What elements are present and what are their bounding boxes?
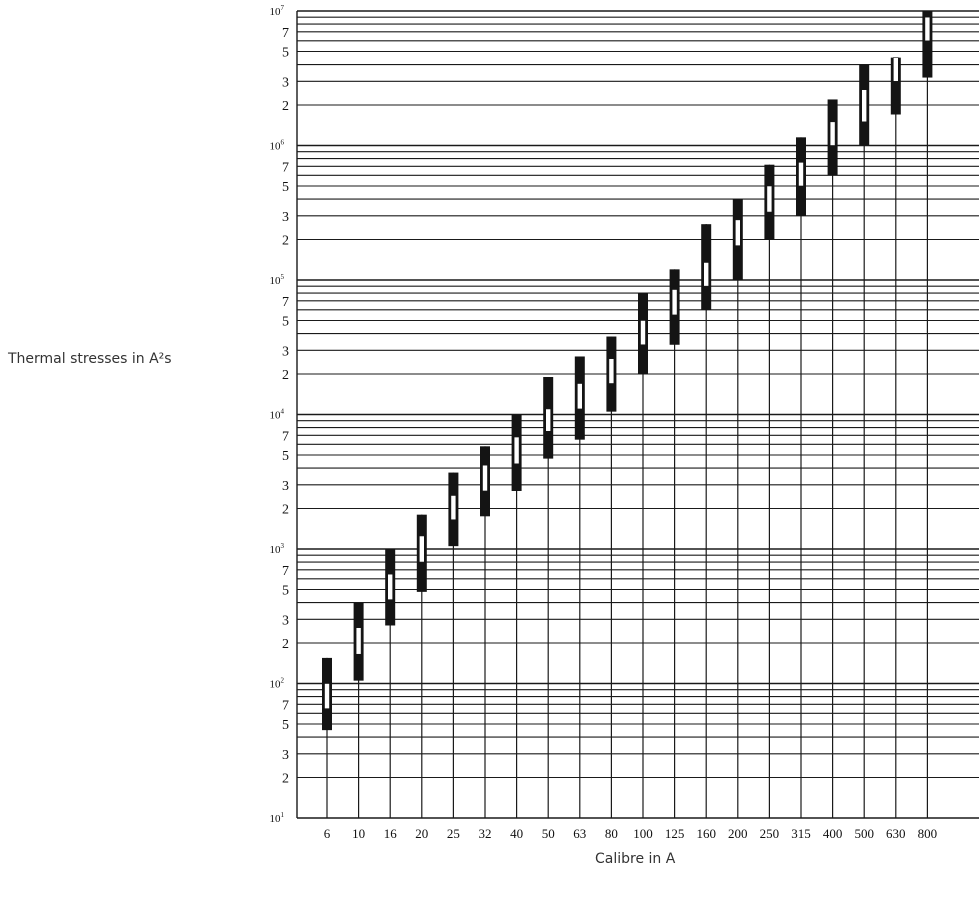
range-marker bbox=[513, 436, 520, 465]
y-tick-label-minor: 5 bbox=[282, 45, 289, 60]
y-tick-label-decade: 105 bbox=[270, 273, 285, 287]
range-marker bbox=[482, 464, 488, 492]
range-marker bbox=[829, 121, 836, 146]
y-axis-title: Thermal stresses in A²s bbox=[8, 351, 172, 367]
y-tick-label-minor: 2 bbox=[282, 368, 289, 383]
x-tick-label: 630 bbox=[886, 826, 906, 841]
range-marker bbox=[671, 289, 678, 316]
x-tick-label: 10 bbox=[352, 826, 365, 841]
y-tick-label-decade: 103 bbox=[270, 542, 285, 556]
range-marker bbox=[766, 185, 773, 213]
y-tick-label-minor: 3 bbox=[282, 613, 289, 628]
y-tick-label-minor: 2 bbox=[282, 637, 289, 652]
y-tick-label-decade: 102 bbox=[270, 677, 285, 691]
range-marker bbox=[545, 408, 552, 432]
range-bars bbox=[322, 11, 933, 731]
range-marker bbox=[418, 535, 425, 563]
range-marker bbox=[387, 573, 394, 600]
x-tick-label: 125 bbox=[665, 826, 685, 841]
y-tick-label-decade: 107 bbox=[270, 4, 285, 18]
range-marker bbox=[450, 495, 457, 521]
x-tick-label: 20 bbox=[415, 826, 428, 841]
range-marker bbox=[924, 16, 931, 42]
y-tick-label-minor: 7 bbox=[282, 295, 289, 310]
y-tick-labels: 101 102 103 104 105 106 107 2 3 5 7 2 3 5 7 2 3 5 7 2 3 5 7 2 3 5… bbox=[270, 4, 290, 825]
range-marker bbox=[798, 162, 804, 187]
y-tick-label-minor: 3 bbox=[282, 748, 289, 763]
y-tick-label-minor: 7 bbox=[282, 698, 289, 713]
y-tick-label-minor: 5 bbox=[282, 180, 289, 195]
y-tick-label-minor: 3 bbox=[282, 344, 289, 359]
range-bar bbox=[922, 11, 933, 78]
range-marker bbox=[734, 219, 741, 246]
x-tick-label: 160 bbox=[696, 826, 716, 841]
x-tick-label: 25 bbox=[447, 826, 460, 841]
range-marker bbox=[703, 262, 710, 287]
y-tick-label-decade: 104 bbox=[270, 408, 285, 422]
y-tick-label-minor: 3 bbox=[282, 479, 289, 494]
x-axis-title: Calibre in A bbox=[595, 851, 676, 867]
y-tick-label-minor: 3 bbox=[282, 75, 289, 90]
y-tick-label-minor: 3 bbox=[282, 210, 289, 225]
y-tick-label-minor: 2 bbox=[282, 772, 289, 787]
x-tick-label: 63 bbox=[573, 826, 586, 841]
y-tick-label-minor: 2 bbox=[282, 234, 289, 249]
grid-lines bbox=[296, 10, 979, 819]
range-marker bbox=[861, 89, 868, 123]
y-tick-label-decade: 101 bbox=[270, 811, 285, 825]
y-tick-label-minor: 7 bbox=[282, 564, 289, 579]
x-tick-labels: 6 10 16 20 25 32 40 50 63 80 100 125 160 200 250 315 400… bbox=[324, 826, 937, 841]
y-tick-label-minor: 5 bbox=[282, 718, 289, 733]
x-tick-label: 100 bbox=[633, 826, 653, 841]
x-tick-label: 400 bbox=[823, 826, 843, 841]
y-tick-label-decade: 106 bbox=[270, 139, 285, 153]
x-tick-label: 40 bbox=[510, 826, 523, 841]
y-tick-label-minor: 2 bbox=[282, 503, 289, 518]
x-tick-label: 50 bbox=[542, 826, 555, 841]
range-marker bbox=[640, 320, 646, 346]
range-bar bbox=[890, 57, 901, 115]
y-tick-label-minor: 2 bbox=[282, 99, 289, 114]
range-marker bbox=[892, 57, 899, 82]
x-tick-label: 800 bbox=[918, 826, 938, 841]
category-lines bbox=[326, 11, 929, 818]
y-tick-label-minor: 5 bbox=[282, 583, 289, 598]
y-tick-label-minor: 7 bbox=[282, 429, 289, 444]
x-tick-label: 200 bbox=[728, 826, 748, 841]
x-tick-label: 315 bbox=[791, 826, 811, 841]
x-tick-label: 6 bbox=[324, 826, 331, 841]
range-marker bbox=[608, 358, 615, 384]
y-tick-label-minor: 5 bbox=[282, 314, 289, 329]
y-tick-label-minor: 7 bbox=[282, 160, 289, 175]
x-tick-label: 16 bbox=[384, 826, 398, 841]
range-marker bbox=[324, 683, 330, 709]
x-tick-label: 32 bbox=[479, 826, 492, 841]
y-tick-label-minor: 5 bbox=[282, 449, 289, 464]
x-tick-label: 500 bbox=[854, 826, 874, 841]
range-marker bbox=[576, 383, 583, 410]
range-marker bbox=[355, 627, 362, 655]
y-tick-label-minor: 7 bbox=[282, 26, 289, 41]
x-tick-label: 80 bbox=[605, 826, 618, 841]
x-tick-label: 250 bbox=[760, 826, 780, 841]
